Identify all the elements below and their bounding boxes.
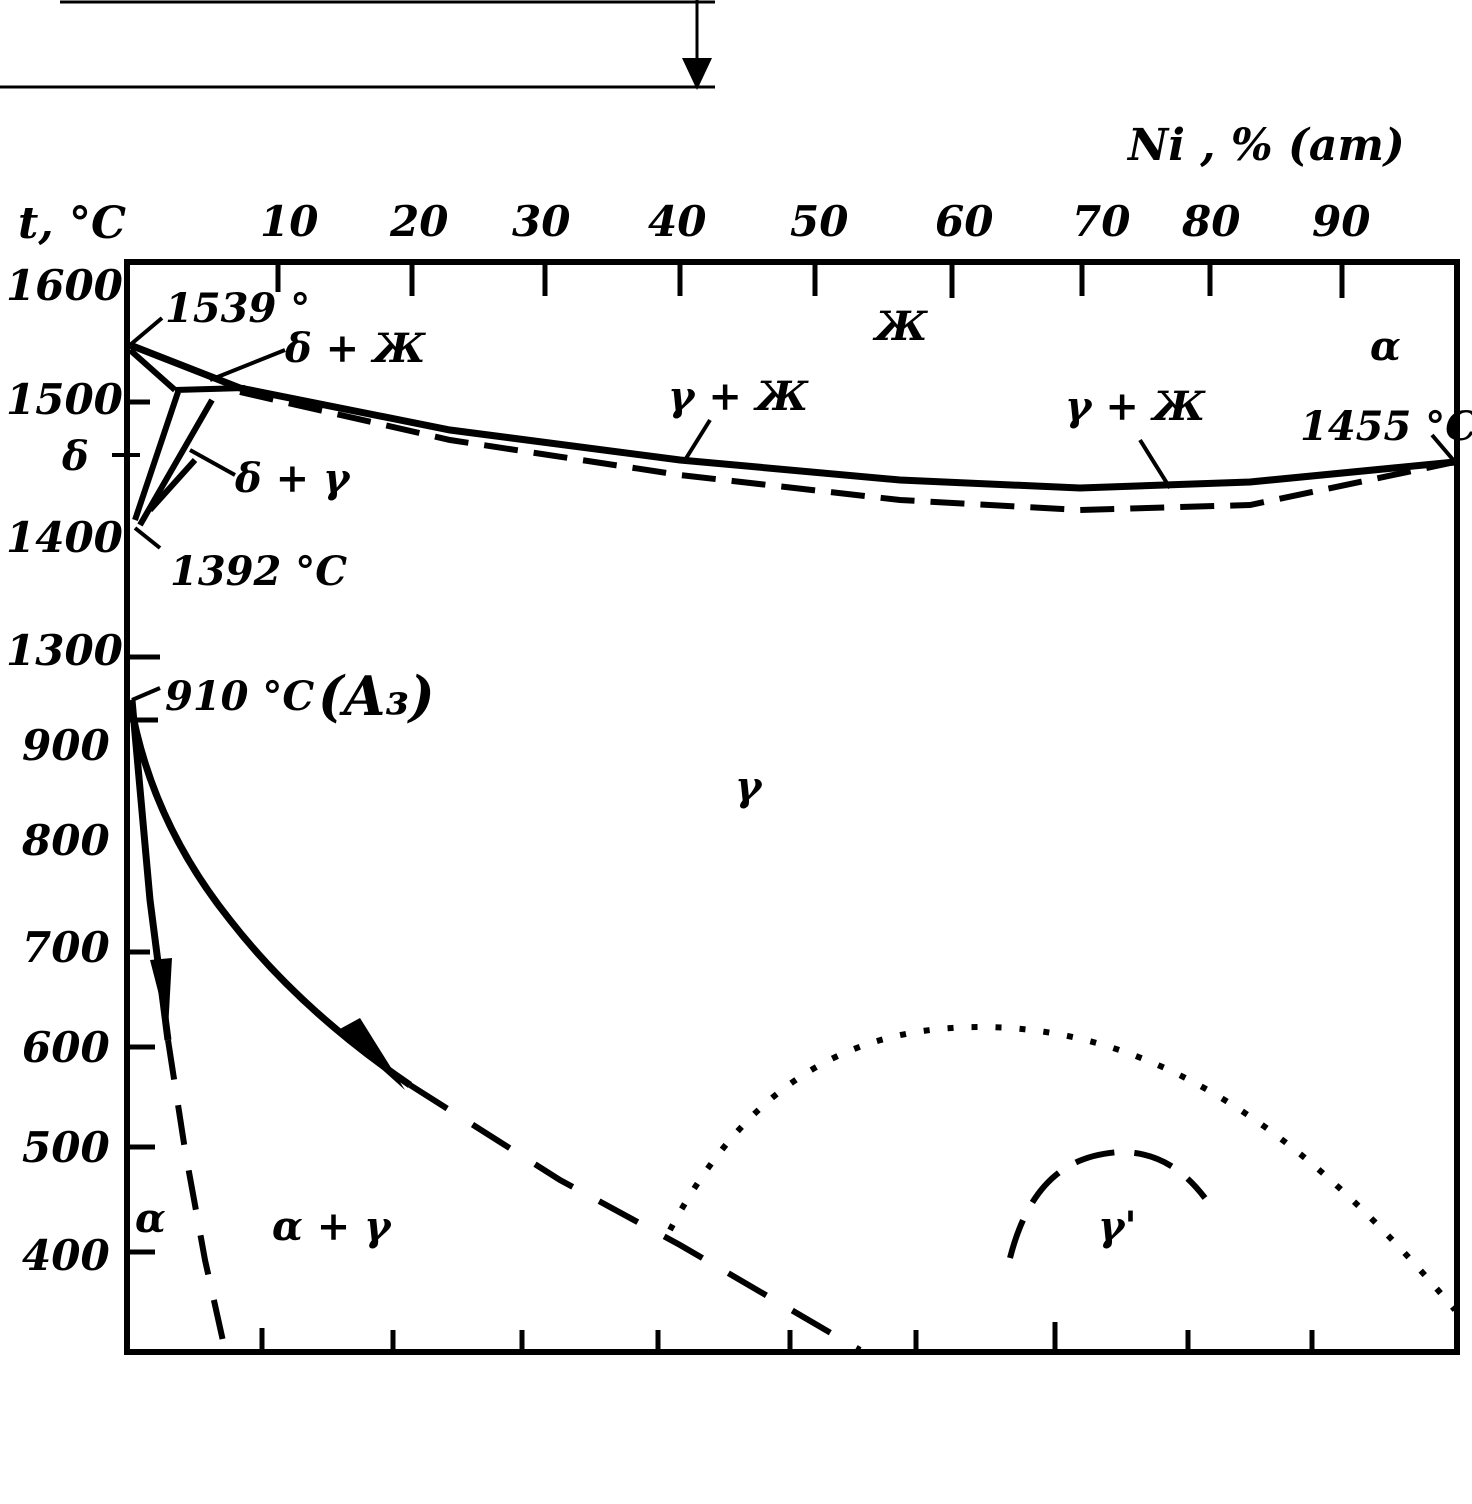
y-tick-label: 600 xyxy=(22,1023,110,1072)
x-tick-label: 40 xyxy=(648,197,706,246)
phase-label-gamma-prime: γ' xyxy=(1098,1203,1137,1250)
y-tick-label: 1500 xyxy=(6,375,123,424)
phase-label-liquid: Ж xyxy=(872,303,928,350)
y-tick-labels: 1600 1500 1400 1300 900 800 700 600 500 … xyxy=(6,261,123,1280)
phase-label-alpha: α xyxy=(135,1195,166,1242)
x-tick-label: 60 xyxy=(935,197,993,246)
x-tick-labels: 10 20 30 40 50 60 70 80 90 xyxy=(260,197,1370,246)
phase-label-alpha-gamma: α + γ xyxy=(272,1203,392,1250)
phase-label-gamma-liquid-right: γ + Ж xyxy=(1065,383,1206,430)
x-tick-label: 90 xyxy=(1312,197,1370,246)
phase-label-alpha-top: α xyxy=(1370,323,1401,370)
a3-symbol-label: (A₃) xyxy=(318,664,435,728)
y-tick-label: 1600 xyxy=(6,261,123,310)
arrow-down-icon xyxy=(682,58,712,90)
label-leaders xyxy=(112,316,1457,702)
y-axis-title: t, °C xyxy=(18,198,126,249)
fe-melting-label: 1539 ° xyxy=(165,285,310,332)
y-tick-label: 800 xyxy=(21,816,110,865)
solidus-line xyxy=(239,389,1456,514)
phase-label-delta-liquid: δ + Ж xyxy=(284,325,426,372)
x-tick-label: 30 xyxy=(512,197,570,246)
ni-melting-label: 1455 °C xyxy=(1300,403,1472,450)
top-axis-ticks xyxy=(275,262,1345,298)
x-axis-title: Ni , % (am) xyxy=(1126,120,1405,171)
x-tick-label: 80 xyxy=(1181,197,1240,246)
a3-curve-dashed xyxy=(408,1082,862,1353)
phase-label-gamma-liquid-left: γ + Ж xyxy=(668,373,809,420)
x-tick-label: 20 xyxy=(389,197,448,246)
delta-region-lines xyxy=(128,347,246,527)
y-tick-label: 400 xyxy=(22,1231,110,1280)
alpha-boundary-dashed xyxy=(165,1039,228,1351)
y-tick-label: 500 xyxy=(22,1123,110,1172)
a3-temp-label: 910 °C xyxy=(165,673,314,720)
x-tick-label: 10 xyxy=(260,197,318,246)
x-tick-label: 50 xyxy=(790,197,848,246)
phase-label-gamma: γ xyxy=(735,763,763,810)
phase-label-delta: δ xyxy=(61,433,89,480)
plot-frame xyxy=(124,259,1460,1355)
bottom-axis-ticks xyxy=(259,1322,1315,1352)
arrow-marker-alpha xyxy=(150,958,172,1030)
top-leader-lines xyxy=(0,0,715,89)
y-tick-label: 1400 xyxy=(6,513,123,562)
y-tick-label: 1300 xyxy=(6,626,123,675)
arrow-marker-a3 xyxy=(338,1018,405,1090)
ordering-dome-dotted xyxy=(667,1024,1458,1312)
y-tick-label: 700 xyxy=(22,923,110,972)
a3-curve xyxy=(126,699,412,1088)
x-tick-label: 70 xyxy=(1072,197,1130,246)
delta-gamma-temp-label: 1392 °C xyxy=(170,548,347,595)
left-axis-ticks xyxy=(127,399,160,1255)
liquidus-line xyxy=(128,341,1456,492)
phase-label-delta-gamma: δ + γ xyxy=(234,455,351,502)
y-tick-label: 900 xyxy=(22,721,110,770)
